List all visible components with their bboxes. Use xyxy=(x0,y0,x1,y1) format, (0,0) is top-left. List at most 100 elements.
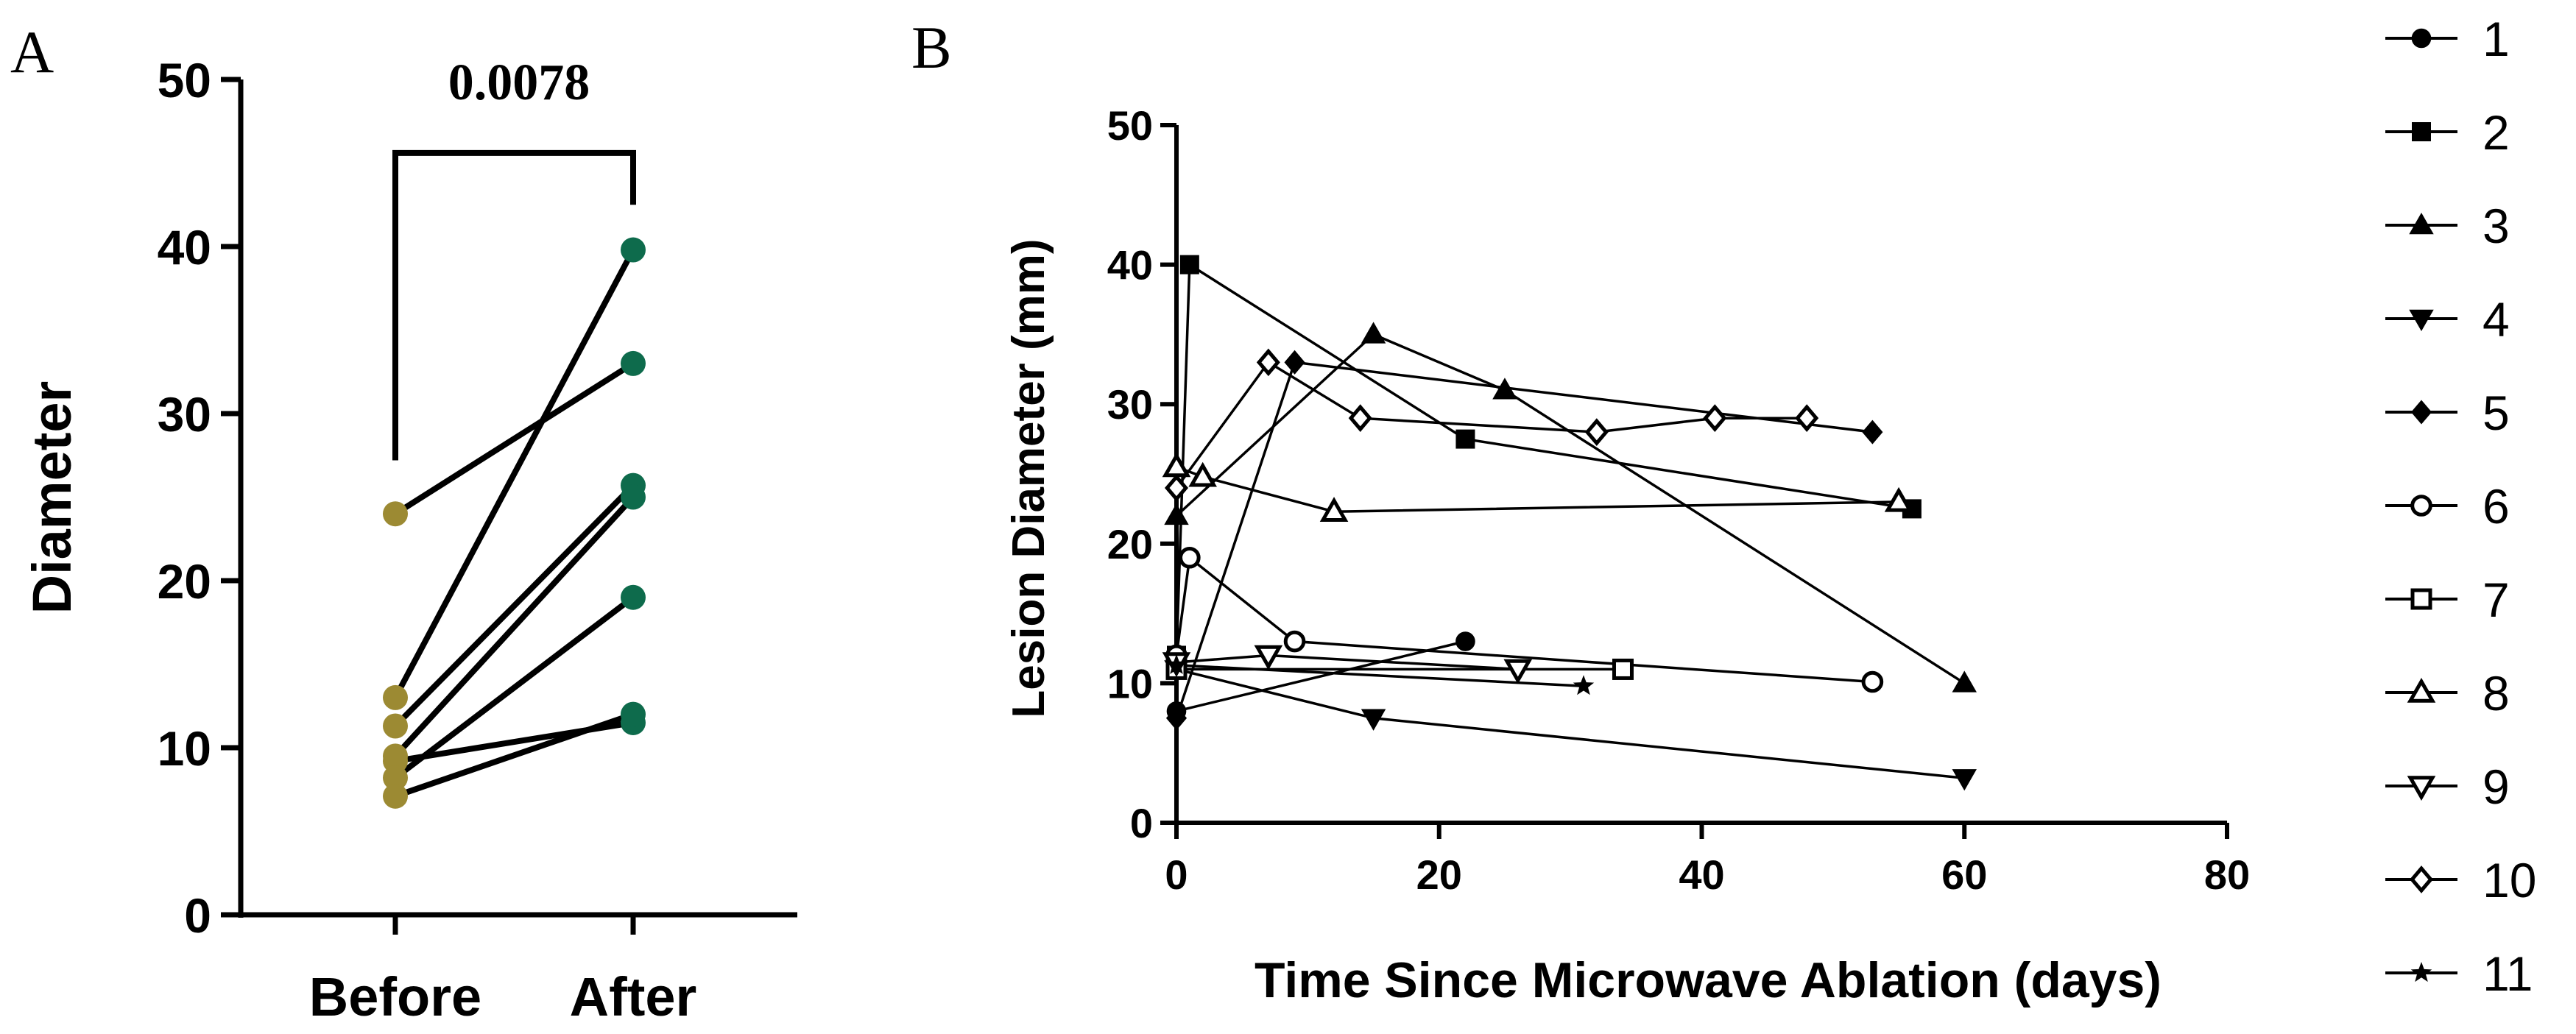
pair-line xyxy=(392,594,636,781)
x-axis-label: Time Since Microwave Ablation (days) xyxy=(1255,952,2162,1008)
series-3-point xyxy=(1952,670,1977,693)
legend-label: 5 xyxy=(2483,386,2510,440)
legend-marker xyxy=(2407,677,2436,703)
legend-label: 7 xyxy=(2483,573,2510,627)
y-tick-label: 40 xyxy=(1107,242,1153,288)
after-point xyxy=(621,237,646,263)
series-5-point xyxy=(1284,350,1305,375)
legend-label: 6 xyxy=(2483,479,2510,534)
after-point xyxy=(621,701,646,727)
significance-bracket xyxy=(392,149,636,461)
pair-line xyxy=(392,482,636,729)
y-tick-label: 20 xyxy=(158,554,211,609)
before-point xyxy=(383,501,408,527)
y-tick-label: 50 xyxy=(158,53,211,107)
panel-a-letter: A xyxy=(10,18,54,85)
y-tick-label: 0 xyxy=(1130,800,1153,846)
series-line-11 xyxy=(1176,664,1584,687)
legend-label: 10 xyxy=(2483,853,2536,907)
y-axis-label: Lesion Diameter (mm) xyxy=(1003,238,1054,718)
legend-marker xyxy=(2410,588,2432,610)
series-9-point xyxy=(1254,645,1283,670)
series-8-point xyxy=(1884,486,1913,512)
legend-marker xyxy=(2409,309,2434,332)
before-point xyxy=(383,765,408,790)
series-11-point xyxy=(1165,654,1188,674)
series-6-point xyxy=(1283,630,1306,653)
series-11-point xyxy=(1573,675,1595,695)
series-10-point xyxy=(1164,474,1189,502)
x-tick-label: 40 xyxy=(1679,851,1724,898)
legend-label: 4 xyxy=(2483,292,2510,347)
series-10-point xyxy=(1256,348,1280,377)
series-10-point xyxy=(1584,418,1609,446)
series-4-point xyxy=(1952,769,1977,791)
legend-marker xyxy=(2410,962,2432,982)
panel-b: 0 10 20 30 40 50 0 20 40 60 80 Time Since Microwave… xyxy=(1003,102,2250,1008)
y-tick-label: 30 xyxy=(158,387,211,442)
x-tick-label: After xyxy=(570,966,697,1027)
before-point xyxy=(383,713,408,739)
series-3-point xyxy=(1361,322,1386,344)
legend-marker xyxy=(2412,122,2431,141)
series-5-point xyxy=(1165,706,1188,731)
after-point xyxy=(621,484,646,510)
legend-label: 1 xyxy=(2483,12,2510,66)
panel-a: 0 10 20 30 40 50 Before After Diameter 0.0078 xyxy=(21,53,797,1027)
legend-label: 3 xyxy=(2483,199,2510,253)
series-5-point xyxy=(1862,419,1883,445)
y-tick-label: 10 xyxy=(158,721,211,776)
pair-line xyxy=(392,360,636,517)
y-tick-label: 30 xyxy=(1107,381,1153,428)
series-8-point xyxy=(1188,461,1217,487)
series-10-point xyxy=(1348,404,1372,433)
series-4-point xyxy=(1361,709,1386,731)
series-10-point xyxy=(1795,404,1819,433)
significance-label: 0.0078 xyxy=(448,54,590,111)
before-point xyxy=(383,783,408,809)
y-tick-label: 10 xyxy=(1107,660,1153,707)
series-line-10 xyxy=(1175,360,1807,489)
legend-marker xyxy=(2409,212,2434,235)
series-8-point xyxy=(1319,497,1349,522)
y-tick-label: 40 xyxy=(158,220,211,275)
legend-marker xyxy=(2410,495,2432,517)
x-tick-label: 20 xyxy=(1416,851,1462,898)
after-point xyxy=(621,584,646,610)
legend-label: 11 xyxy=(2483,946,2533,1001)
y-tick-label: 0 xyxy=(184,888,211,943)
before-point xyxy=(383,684,408,710)
x-tick-label: Before xyxy=(309,966,481,1027)
legend-marker xyxy=(2407,776,2436,801)
y-tick-label: 50 xyxy=(1107,102,1153,149)
x-tick-label: 0 xyxy=(1165,851,1188,898)
pair-line xyxy=(392,711,636,799)
series-7-point xyxy=(1612,658,1634,680)
series-line-2 xyxy=(1175,262,1913,656)
series-line-1 xyxy=(1176,640,1466,713)
series-3-point xyxy=(1492,378,1517,400)
legend-label: 9 xyxy=(2483,759,2510,814)
series-10-point xyxy=(1703,404,1727,433)
series-9-point xyxy=(1503,659,1533,684)
x-tick-label: 60 xyxy=(1941,851,1987,898)
series-6-point xyxy=(1861,670,1884,693)
y-axis-label: Diameter xyxy=(21,381,82,615)
series-line-6 xyxy=(1175,555,1873,684)
panel-b-letter: B xyxy=(911,14,952,81)
pair-line xyxy=(392,494,636,759)
legend-label: 8 xyxy=(2483,666,2510,720)
y-tick-label: 20 xyxy=(1107,521,1153,567)
x-tick-label: 80 xyxy=(2204,851,2250,898)
series-1-point xyxy=(1455,631,1475,651)
series-2-point xyxy=(1455,429,1475,449)
legend-marker xyxy=(2410,400,2432,425)
legend-marker xyxy=(2411,28,2432,49)
series-3-point xyxy=(1164,503,1189,525)
legend: 1 2 3 4 5 6 7 8 9 10 11 xyxy=(2385,12,2536,1001)
legend-marker xyxy=(2409,865,2434,893)
legend-label: 2 xyxy=(2483,105,2510,160)
pair-line xyxy=(392,247,636,701)
